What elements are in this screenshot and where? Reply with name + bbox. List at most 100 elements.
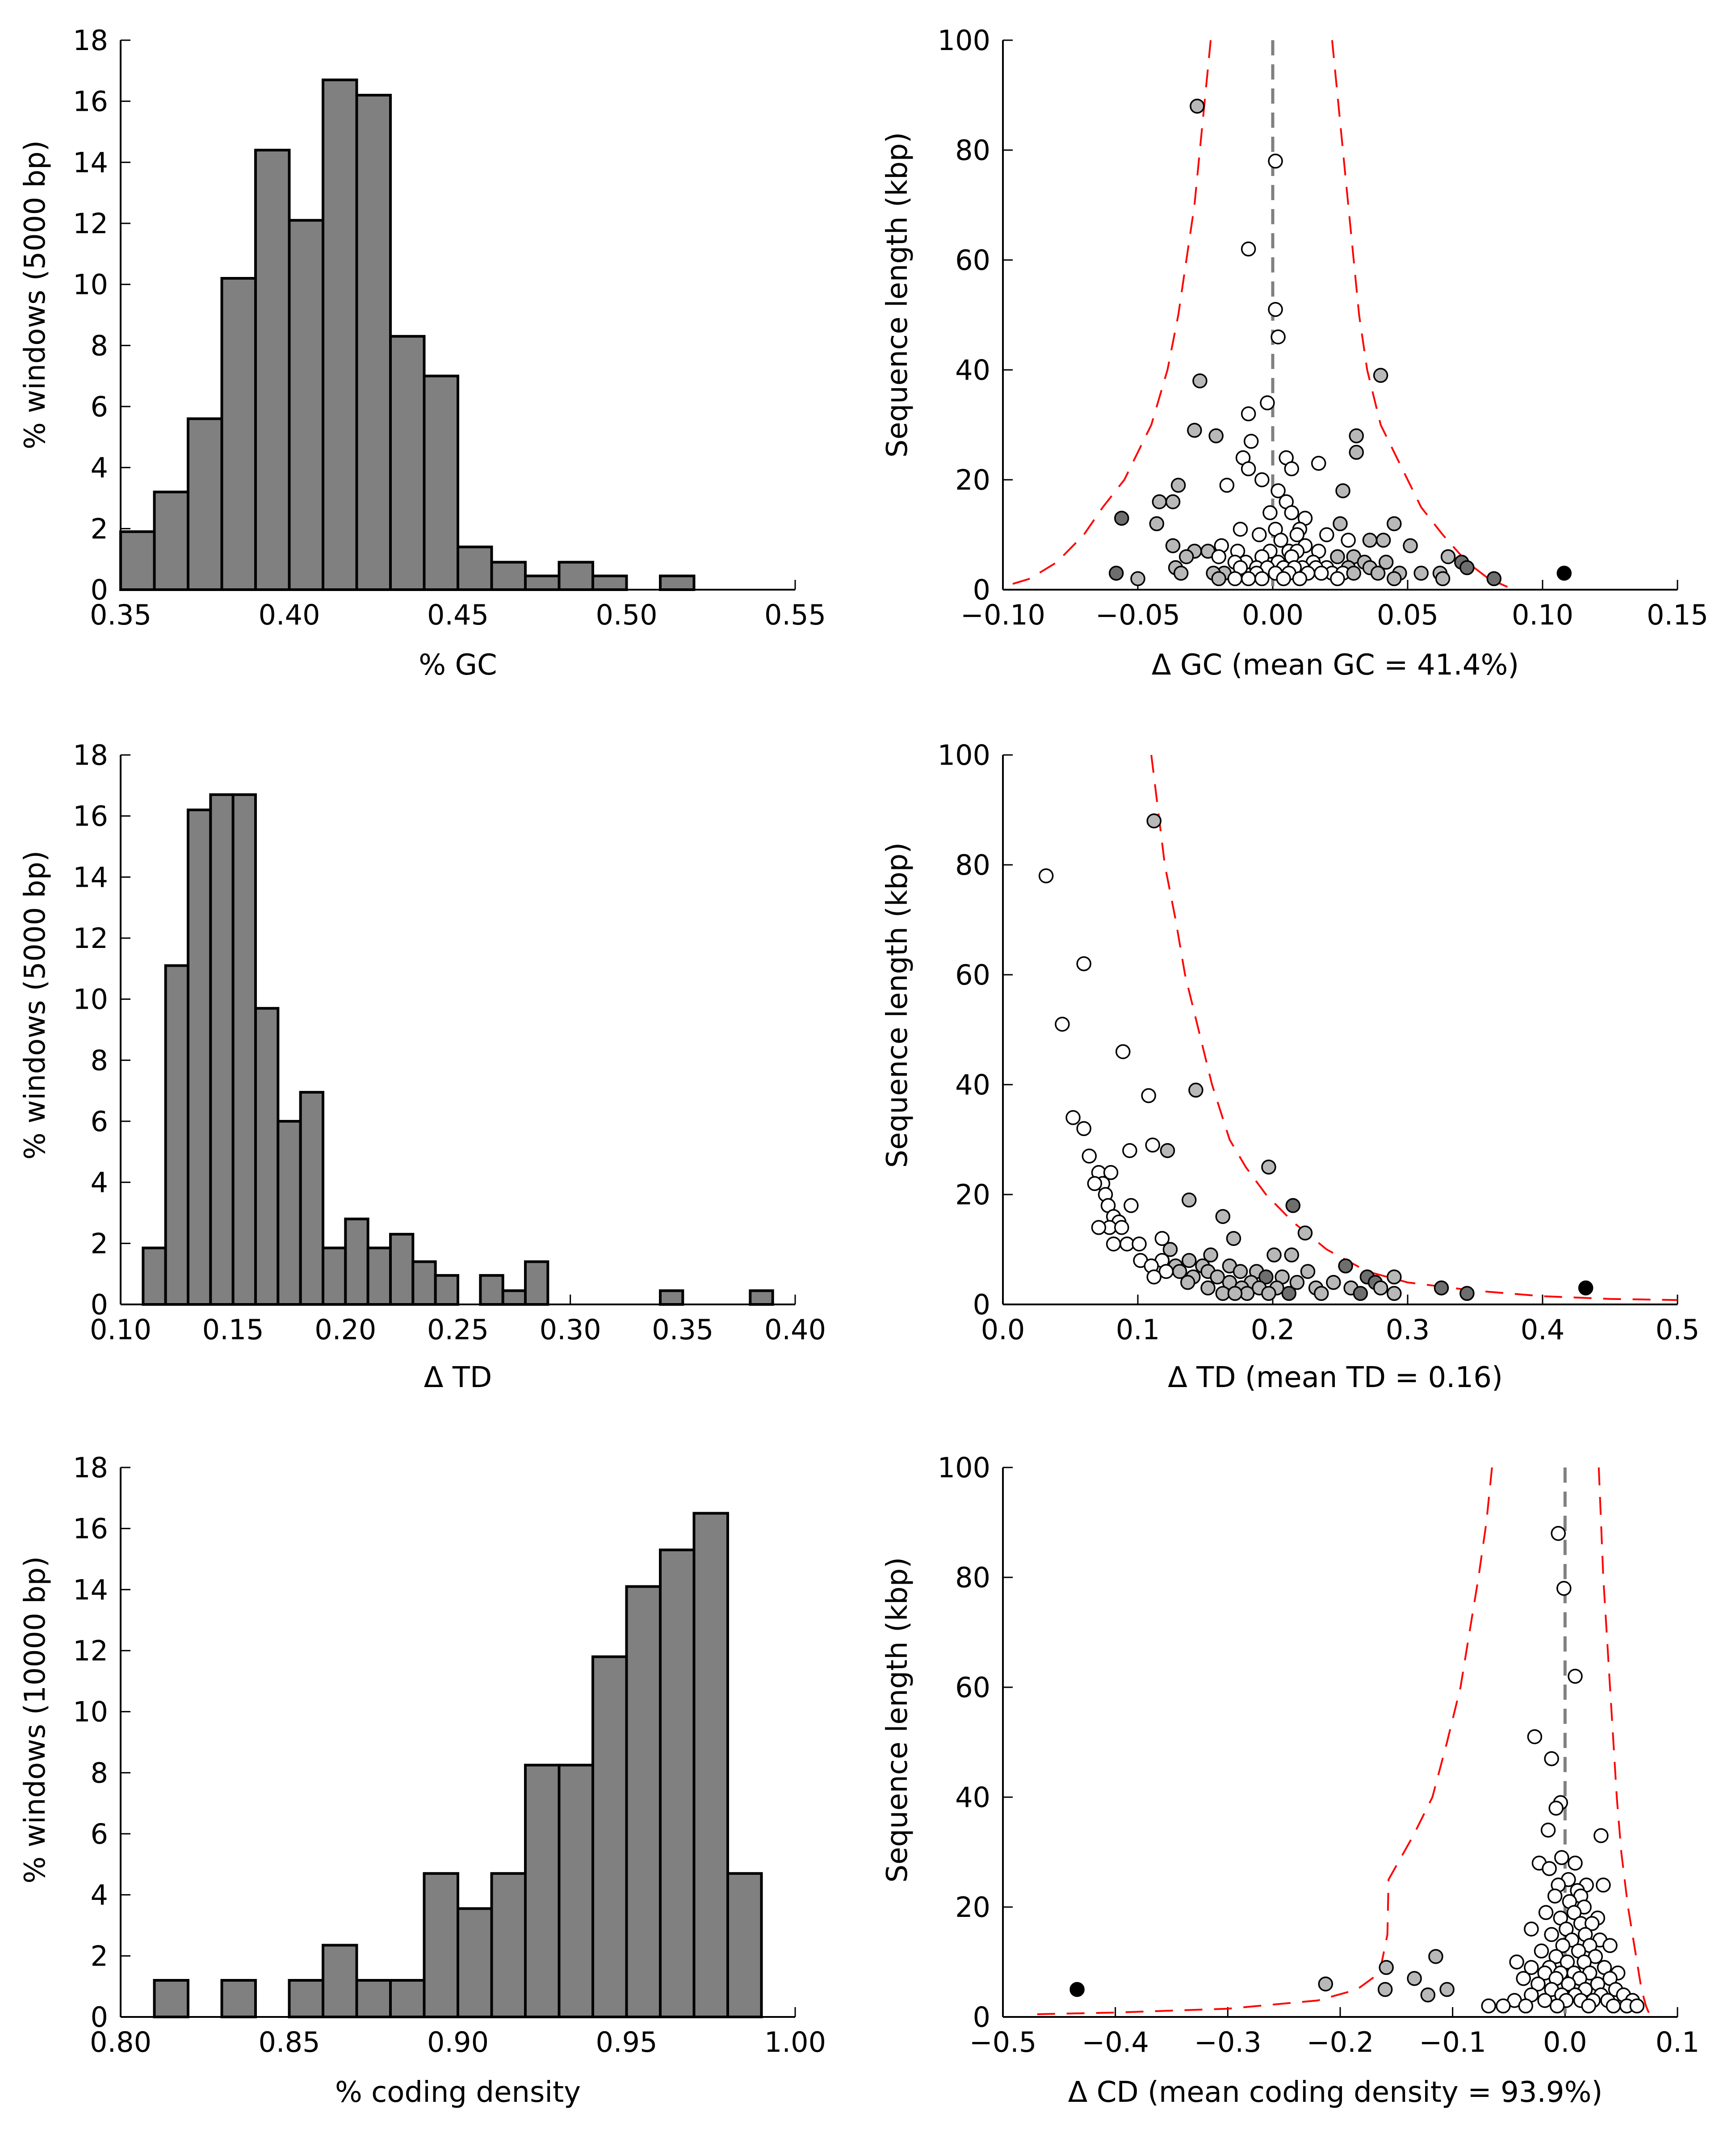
gc-scatter-point: [1556, 566, 1572, 581]
td-scatter-point: [1146, 813, 1162, 829]
cd-scatter-point: [1069, 1982, 1085, 1997]
td-scatter-point: [1145, 1137, 1160, 1153]
gc-scatter-point: [1413, 566, 1429, 581]
td-scatter-point: [1289, 1275, 1305, 1290]
cd-scatter-point: [1561, 1976, 1576, 1991]
cd-scatter-point: [1516, 1971, 1531, 1986]
td-hist-bar: [411, 1260, 437, 1306]
gc-scatter-y-tick-label: 100: [938, 24, 990, 57]
gc-hist-x-tick-label: 0.35: [90, 599, 151, 631]
cd-scatter-point: [1606, 1998, 1621, 2014]
td-scatter-point: [1182, 1192, 1197, 1208]
gc-scatter-point: [1211, 549, 1226, 564]
gc-scatter-ylabel: Sequence length (kbp): [881, 132, 914, 458]
gc-hist-y-tick-label: 8: [91, 329, 108, 362]
td-scatter-xlabel: Δ TD (mean TD = 0.16): [1168, 1361, 1503, 1394]
gc-scatter-x-tick-label: 0.05: [1377, 599, 1438, 631]
td-scatter-point: [1387, 1286, 1402, 1301]
cd-histogram-panel: % coding density % windows (10000 bp) 0.…: [19, 1451, 826, 2109]
gc-scatter-point: [1262, 505, 1278, 520]
cd-scatter-y-tick-label: 0: [973, 2001, 990, 2033]
gc-hist-y-tick-label: 4: [91, 452, 108, 484]
td-hist-x-tick-label: 0.30: [540, 1313, 601, 1346]
td-scatter-ylabel: Sequence length (kbp): [881, 843, 914, 1168]
cd-scatter-point: [1560, 1954, 1575, 1970]
gc-hist-bar: [254, 149, 291, 591]
cd-hist-y-tick-label: 8: [91, 1757, 108, 1789]
gc-scatter-point: [1241, 406, 1256, 422]
cd-scatter-point: [1420, 1987, 1436, 2003]
gc-hist-bar: [524, 574, 561, 591]
cd-hist-bar: [423, 1872, 459, 2019]
gc-scatter-point: [1187, 423, 1202, 438]
td-scatter-point: [1160, 1143, 1175, 1158]
td-scatter-point: [1182, 1253, 1197, 1268]
cd-scatter-point: [1537, 1993, 1552, 2008]
gc-scatter-point: [1319, 527, 1334, 542]
td-scatter-point: [1154, 1231, 1170, 1246]
gc-hist-bar: [423, 374, 459, 591]
gc-hist-bar: [389, 335, 426, 591]
gc-scatter-point: [1108, 566, 1124, 581]
cd-hist-y-tick-label: 10: [73, 1696, 108, 1728]
cd-scatter-point: [1481, 1998, 1496, 2014]
gc-scatter-point: [1435, 571, 1451, 587]
cd-scatter-point: [1540, 1823, 1556, 1838]
gc-hist-x-tick-label: 0.45: [427, 599, 489, 631]
gc-scatter-point: [1346, 566, 1361, 581]
td-histogram-ylabel: % windows (5000 bp): [19, 851, 52, 1160]
td-hist-bar: [389, 1232, 415, 1306]
cd-scatter-x-tick-label: −0.4: [1082, 2026, 1149, 2058]
cd-scatter-point: [1518, 1998, 1533, 2014]
cd-scatter-point: [1544, 1927, 1559, 1942]
td-hist-y-tick-label: 2: [91, 1227, 108, 1260]
gc-scatter-point: [1311, 456, 1326, 471]
cd-scatter-x-tick-label: 0.0: [1543, 2026, 1587, 2058]
gc-scatter-y-tick-label: 0: [973, 574, 990, 606]
td-hist-bar: [254, 1007, 280, 1306]
cd-scatter-point: [1629, 1998, 1645, 2014]
cd-histogram-xlabel: % coding density: [335, 2076, 581, 2109]
cd-scatter-point: [1554, 1850, 1569, 1866]
cd-scatter-point: [1548, 1800, 1564, 1816]
gc-scatter-point: [1130, 571, 1145, 587]
gc-scatter-point: [1260, 395, 1275, 411]
cd-hist-bar: [288, 1979, 324, 2018]
gc-hist-y-tick-label: 10: [73, 268, 108, 301]
td-hist-bar: [322, 1246, 347, 1306]
gc-scatter-point: [1330, 571, 1345, 587]
cd-hist-y-tick-label: 2: [91, 1940, 108, 1972]
td-scatter-point: [1233, 1264, 1248, 1279]
gc-scatter-y-tick-label: 40: [955, 354, 990, 386]
td-scatter-point: [1338, 1258, 1353, 1274]
cd-scatter-x-tick-label: −0.3: [1194, 2026, 1262, 2058]
td-hist-bar: [479, 1274, 504, 1306]
cd-scatter-point: [1602, 1938, 1618, 1953]
gc-hist-bar: [220, 277, 257, 591]
cd-hist-y-tick-label: 18: [73, 1451, 108, 1484]
gc-scatter-point: [1378, 554, 1394, 570]
td-scatter-point: [1313, 1286, 1329, 1301]
cd-scatter-point: [1377, 1982, 1393, 1997]
td-hist-bar: [277, 1120, 302, 1306]
cd-hist-bar: [389, 1979, 426, 2018]
gc-scatter-point: [1252, 527, 1267, 542]
cd-hist-bar: [490, 1872, 527, 2019]
td-scatter-y-tick-label: 100: [938, 739, 990, 771]
cd-scatter-y-tick-label: 60: [955, 1671, 990, 1704]
cd-scatter-x-tick-label: −0.1: [1419, 2026, 1486, 2058]
td-scatter-point: [1076, 1121, 1091, 1136]
gc-scatter-threshold-curve: [1331, 40, 1508, 588]
cd-scatter-point: [1555, 1938, 1571, 1953]
td-scatter-point: [1215, 1209, 1231, 1224]
cd-hist-x-tick-label: 0.85: [258, 2026, 320, 2058]
cd-scatter-point: [1568, 1668, 1583, 1684]
cd-scatter-y-tick-label: 40: [955, 1781, 990, 1814]
cd-hist-bar: [558, 1764, 594, 2018]
gc-scatter-point: [1271, 483, 1286, 499]
td-scatter-point: [1459, 1286, 1475, 1301]
td-hist-bar: [299, 1091, 325, 1306]
gc-scatter-point: [1241, 461, 1256, 477]
td-scatter-point: [1300, 1264, 1316, 1279]
cd-scatter-point: [1379, 1960, 1394, 1975]
